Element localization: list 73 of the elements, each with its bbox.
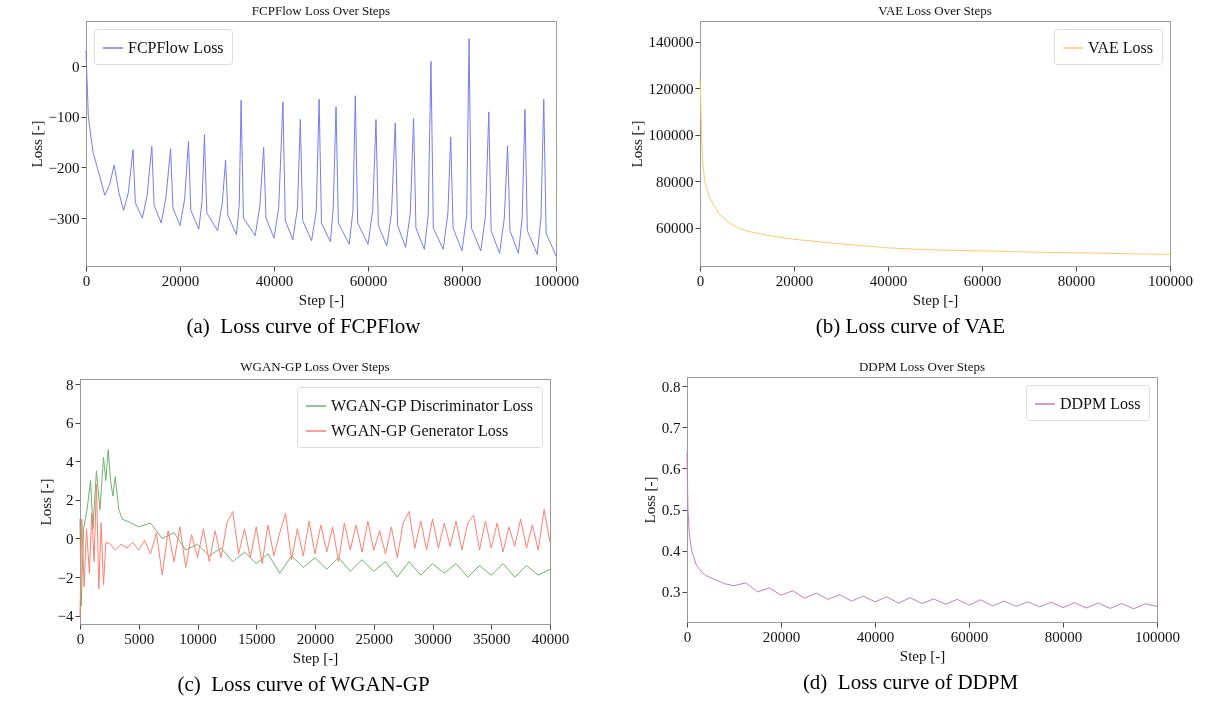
y-tick-label: −200 (48, 159, 79, 176)
y-tick-label: −100 (48, 109, 79, 126)
x-tick-label: 80000 (1057, 272, 1095, 289)
x-tick-label: 40000 (255, 272, 293, 289)
x-tick-label: 80000 (1044, 628, 1082, 645)
y-tick-label: 8 (66, 376, 74, 393)
legend-label: WGAN-GP Generator Loss (331, 422, 509, 439)
text: (c) Loss curve of WGAN-GP (177, 672, 430, 697)
x-tick-label: 0 (696, 272, 704, 289)
x-tick-label: 20000 (762, 628, 800, 645)
chart-title: WGAN-GP Loss Over Steps (240, 359, 390, 375)
line-series (85, 38, 556, 257)
x-tick-label: 100000 (1147, 272, 1193, 289)
x-tick-label: 20000 (296, 630, 335, 647)
text: (b) Loss curve of VAE (815, 314, 1006, 339)
chart-title: FCPFlow Loss Over Steps (251, 3, 390, 18)
y-tick-label: 120000 (648, 80, 693, 97)
line-series (686, 451, 1157, 610)
legend-label: FCPFlow Loss (127, 39, 224, 56)
x-axis-title: Step [-] (899, 647, 945, 664)
text: (a) Loss curve of FCPFlow (186, 314, 421, 339)
y-tick-label: 140000 (648, 34, 693, 51)
x-tick-label: 15000 (238, 630, 276, 647)
y-axis-title: Loss [-] (628, 120, 644, 168)
chart-title: VAE Loss Over Steps (877, 3, 992, 18)
y-tick-label: −300 (48, 210, 79, 227)
y-tick-label: −2 (57, 569, 74, 586)
x-tick-label: 40000 (856, 628, 894, 645)
y-tick-label: 0.7 (661, 419, 681, 436)
y-tick-label: −4 (57, 608, 74, 625)
line-series (699, 78, 1170, 255)
x-tick-label: 40000 (531, 630, 570, 647)
y-tick-label: 0.4 (661, 543, 681, 560)
y-axis-title: Loss [-] (28, 120, 45, 168)
y-tick-label: 0.5 (661, 502, 680, 519)
y-tick-label: 100000 (648, 127, 693, 144)
x-tick-label: 25000 (355, 630, 393, 647)
y-axis-title: Loss [-] (37, 478, 54, 526)
x-tick-label: 100000 (533, 272, 579, 289)
text: (d) Loss curve of DDPM (802, 670, 1019, 695)
x-tick-label: 60000 (950, 628, 988, 645)
x-axis-title: Step [-] (912, 291, 958, 308)
x-tick-label: 60000 (963, 272, 1001, 289)
x-tick-label: 60000 (349, 272, 387, 289)
x-tick-label: 10000 (179, 630, 217, 647)
chart-title: DDPM Loss Over Steps (858, 359, 985, 374)
y-tick-label: 2 (66, 492, 74, 509)
x-tick-label: 80000 (443, 272, 481, 289)
x-tick-label: 40000 (869, 272, 907, 289)
x-tick-label: 0 (82, 272, 90, 289)
y-tick-label: 0 (66, 530, 74, 547)
y-tick-label: 0.8 (661, 378, 680, 395)
line-series (79, 483, 551, 617)
y-tick-label: 60000 (655, 220, 693, 237)
legend-label: VAE Loss (1087, 39, 1153, 56)
y-axis-title: Loss [-] (641, 476, 658, 524)
y-tick-label: 6 (66, 415, 74, 432)
line-series (79, 449, 551, 607)
x-axis-title: Step [-] (298, 291, 344, 308)
y-tick-label: 0 (71, 58, 79, 75)
y-tick-label: 4 (66, 453, 74, 470)
x-tick-label: 5000 (124, 630, 155, 647)
legend-label: DDPM Loss (1059, 395, 1140, 412)
x-tick-label: 20000 (775, 272, 813, 289)
legend-label: WGAN-GP Discriminator Loss (331, 397, 534, 414)
y-tick-label: 0.6 (661, 460, 681, 477)
x-tick-label: 35000 (473, 630, 511, 647)
x-tick-label: 30000 (414, 630, 452, 647)
y-tick-label: 80000 (655, 173, 693, 190)
x-axis-title: Step [-] (292, 649, 339, 666)
x-tick-label: 20000 (161, 272, 199, 289)
x-tick-label: 100000 (1134, 628, 1180, 645)
y-tick-label: 0.3 (661, 584, 680, 601)
